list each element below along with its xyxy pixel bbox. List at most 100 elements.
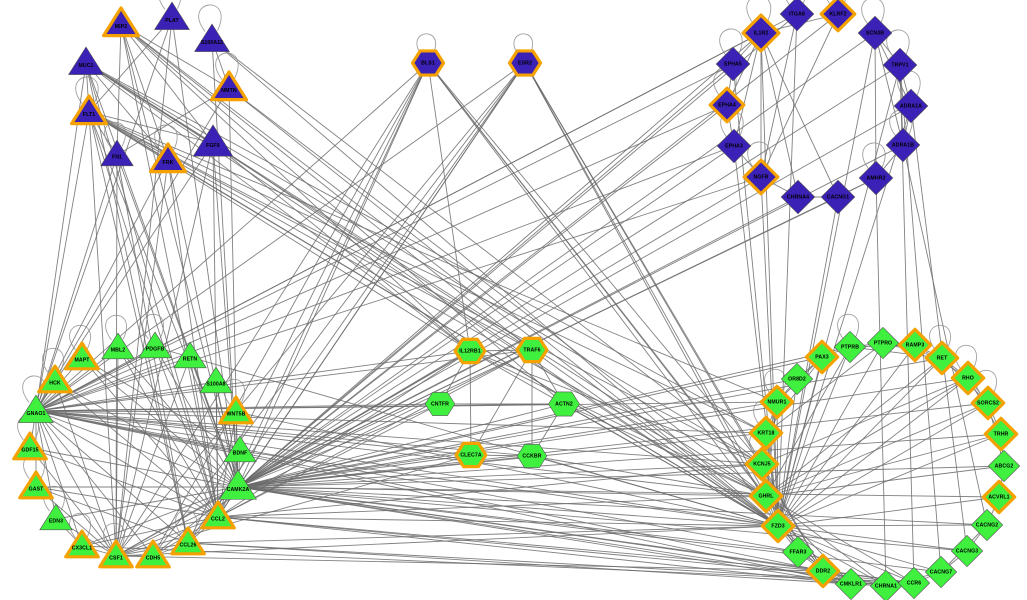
node-mbl2[interactable]: MBL2 xyxy=(101,332,135,360)
node-plat[interactable]: PLAT xyxy=(154,1,190,30)
node-s100a12[interactable]: S100A12 xyxy=(194,23,230,52)
diamond-shape[interactable] xyxy=(708,86,746,124)
diamond-shape[interactable] xyxy=(760,508,796,544)
node-nmtn[interactable]: NMTN xyxy=(210,70,248,102)
node-traf6[interactable]: TRAF6 xyxy=(515,336,549,364)
diamond-shape[interactable] xyxy=(970,385,1006,421)
node-epha4[interactable]: EPHA4 xyxy=(708,86,746,124)
diamond-shape[interactable] xyxy=(858,160,894,196)
node-cacng3[interactable]: CACNG3 xyxy=(951,535,983,567)
node-chrna4[interactable]: CHRNA4 xyxy=(780,179,816,215)
diamond-shape[interactable] xyxy=(781,363,813,395)
node-acvrl1[interactable]: ACVRL1 xyxy=(981,479,1017,515)
triangle-shape[interactable] xyxy=(194,23,230,52)
diamond-shape[interactable] xyxy=(804,339,840,375)
diamond-shape[interactable] xyxy=(857,15,893,51)
node-cntfr[interactable]: CNTFR xyxy=(424,392,456,416)
triangle-shape[interactable] xyxy=(39,503,73,531)
diamond-shape[interactable] xyxy=(741,13,781,53)
triangle-shape[interactable] xyxy=(100,139,134,167)
diamond-shape[interactable] xyxy=(805,553,841,589)
diamond-shape[interactable] xyxy=(748,478,784,514)
node-wnt5b[interactable]: WNT5B xyxy=(218,395,254,425)
node-epha3[interactable]: EPHA3 xyxy=(716,128,752,164)
hexagon-shape[interactable] xyxy=(548,391,580,417)
node-il12rb1[interactable]: IL12RB1 xyxy=(453,337,487,365)
hexagon-shape[interactable] xyxy=(424,392,456,416)
diamond-shape[interactable] xyxy=(924,340,960,376)
diamond-shape[interactable] xyxy=(748,415,784,451)
diamond-shape[interactable] xyxy=(897,327,933,363)
diamond-shape[interactable] xyxy=(951,535,983,567)
node-chrna1[interactable]: CHRNA1 xyxy=(870,570,902,600)
node-itga8[interactable]: ITGA8 xyxy=(779,0,815,32)
triangle-shape[interactable] xyxy=(37,364,73,394)
triangle-shape[interactable] xyxy=(149,142,187,174)
hexagon-shape[interactable] xyxy=(515,336,549,364)
node-ccr6[interactable]: CCR6 xyxy=(898,567,930,599)
diamond-shape[interactable] xyxy=(780,179,816,215)
triangle-shape[interactable] xyxy=(101,6,140,38)
node-retn[interactable]: RETN xyxy=(173,341,207,369)
diamond-shape[interactable] xyxy=(867,327,899,359)
hexagon-shape[interactable] xyxy=(507,49,543,77)
hexagon-shape[interactable] xyxy=(516,444,548,468)
node-clec7a[interactable]: CLEC7A xyxy=(454,441,488,469)
triangle-shape[interactable] xyxy=(64,529,100,559)
node-epha5[interactable]: EPHA5 xyxy=(715,46,751,82)
node-mapt[interactable]: MAPT xyxy=(64,341,100,371)
diamond-shape[interactable] xyxy=(988,450,1020,482)
diamond-shape[interactable] xyxy=(893,88,929,124)
node-cacng1[interactable]: CACNG1 xyxy=(820,179,856,215)
node-klrf2[interactable]: KLRF2 xyxy=(819,0,857,33)
diamond-shape[interactable] xyxy=(744,446,780,482)
triangle-shape[interactable] xyxy=(18,470,54,500)
hexagon-shape[interactable] xyxy=(454,441,488,469)
node-or8d2[interactable]: OR8D2 xyxy=(781,363,813,395)
triangle-shape[interactable] xyxy=(219,469,257,500)
node-adra1a[interactable]: ADRA1A xyxy=(893,88,929,124)
triangle-shape[interactable] xyxy=(98,539,134,569)
triangle-shape[interactable] xyxy=(210,70,248,102)
node-gast[interactable]: GAST xyxy=(18,470,54,500)
diamond-shape[interactable] xyxy=(715,46,751,82)
triangle-shape[interactable] xyxy=(138,331,172,359)
triangle-shape[interactable] xyxy=(64,341,100,371)
hexagon-shape[interactable] xyxy=(453,337,487,365)
node-trhr[interactable]: TRHR xyxy=(983,416,1019,452)
hexagon-shape[interactable] xyxy=(410,49,446,77)
node-muc1[interactable]: MUC1 xyxy=(68,46,104,75)
diamond-shape[interactable] xyxy=(882,47,918,83)
node-fgf6[interactable]: FGF6 xyxy=(192,124,234,157)
triangle-shape[interactable] xyxy=(68,46,104,75)
diamond-shape[interactable] xyxy=(870,570,902,600)
diamond-shape[interactable] xyxy=(971,509,1003,541)
triangle-shape[interactable] xyxy=(12,431,48,461)
triangle-shape[interactable] xyxy=(192,124,234,157)
node-ptpro[interactable]: PTPRO xyxy=(867,327,899,359)
diamond-shape[interactable] xyxy=(925,556,957,588)
triangle-shape[interactable] xyxy=(170,526,206,556)
node-gdf15[interactable]: GDF15 xyxy=(12,431,48,461)
node-amhr2[interactable]: AMHR2 xyxy=(858,160,894,196)
diamond-shape[interactable] xyxy=(716,128,752,164)
diamond-shape[interactable] xyxy=(898,567,930,599)
node-trpv1[interactable]: TRPV1 xyxy=(882,47,918,83)
triangle-shape[interactable] xyxy=(223,435,257,463)
triangle-shape[interactable] xyxy=(18,394,54,423)
node-ptprb[interactable]: PTPRB xyxy=(834,331,866,363)
node-mip2[interactable]: MIP2 xyxy=(101,6,140,38)
diamond-shape[interactable] xyxy=(983,416,1019,452)
node-esr2[interactable]: ESR2 xyxy=(507,49,543,77)
node-flt1[interactable]: FLT1 xyxy=(69,94,109,126)
diamond-shape[interactable] xyxy=(759,384,795,420)
node-abcg2[interactable]: ABCG2 xyxy=(988,450,1020,482)
diamond-shape[interactable] xyxy=(782,536,814,568)
triangle-shape[interactable] xyxy=(135,539,171,569)
triangle-shape[interactable] xyxy=(200,500,236,530)
triangle-shape[interactable] xyxy=(154,1,190,30)
triangle-shape[interactable] xyxy=(218,395,254,425)
triangle-shape[interactable] xyxy=(173,341,207,369)
